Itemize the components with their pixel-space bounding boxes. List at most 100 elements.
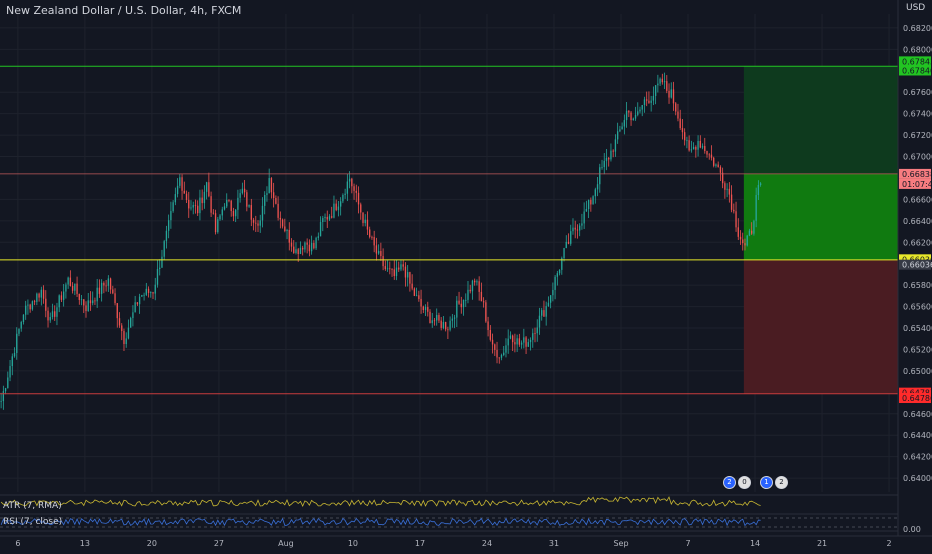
- x-tick-label: 20: [147, 539, 157, 548]
- candle: [619, 129, 621, 132]
- candle: [319, 222, 322, 237]
- atr-label[interactable]: ATR (7, RMA): [3, 501, 62, 511]
- candle: [210, 196, 212, 213]
- candle: [351, 178, 353, 187]
- candle: [554, 276, 556, 290]
- candle: [228, 199, 230, 201]
- candle: [65, 284, 67, 292]
- candle: [54, 311, 56, 317]
- candle: [80, 299, 83, 301]
- candle: [297, 249, 299, 255]
- candle: [661, 78, 664, 83]
- rsi-label[interactable]: RSI (7, close): [3, 517, 63, 527]
- candle: [650, 100, 652, 103]
- countdown-tag: [899, 178, 931, 189]
- candle: [634, 114, 637, 119]
- candle: [594, 189, 596, 197]
- candle: [735, 211, 737, 228]
- candle: [138, 296, 141, 305]
- candle: [523, 337, 525, 343]
- candle: [733, 209, 735, 212]
- candle: [87, 300, 89, 312]
- candle: [737, 227, 739, 237]
- candle: [382, 256, 384, 267]
- candle: [724, 183, 726, 190]
- candle: [380, 251, 382, 257]
- candle: [261, 205, 264, 221]
- candle: [255, 222, 257, 224]
- candle: [759, 183, 762, 186]
- candle: [281, 219, 284, 227]
- candle: [302, 247, 304, 250]
- candle: [666, 81, 668, 91]
- candle: [686, 140, 688, 142]
- candle: [596, 184, 599, 190]
- candle: [214, 213, 217, 233]
- x-tick-label: 14: [750, 539, 760, 548]
- candle: [751, 230, 753, 234]
- candle: [547, 302, 550, 307]
- candle: [328, 216, 331, 220]
- candle: [552, 289, 554, 296]
- x-tick-label: 17: [415, 539, 425, 548]
- candle: [100, 282, 103, 294]
- target-alt-tag-label: 0.67840: [902, 66, 932, 75]
- x-tick-label: 13: [80, 539, 90, 548]
- candle: [353, 186, 355, 191]
- candle: [697, 140, 699, 150]
- candle: [503, 352, 505, 356]
- candle: [565, 241, 567, 249]
- atr-line: [0, 496, 761, 507]
- candle: [715, 164, 717, 166]
- candle: [56, 307, 58, 317]
- candle: [58, 295, 60, 308]
- candle: [45, 298, 47, 311]
- event-badge[interactable]: 1: [760, 476, 773, 489]
- candle: [630, 112, 632, 121]
- candle: [326, 216, 328, 220]
- candle: [407, 272, 409, 278]
- candle: [458, 300, 460, 304]
- candle: [692, 146, 695, 150]
- candle: [40, 289, 42, 298]
- candle: [333, 203, 335, 218]
- candle: [688, 140, 690, 151]
- candle: [739, 236, 742, 240]
- candle: [579, 225, 581, 231]
- candle: [357, 192, 360, 205]
- candle: [545, 306, 547, 317]
- event-badge[interactable]: 2: [723, 476, 736, 489]
- candle: [532, 333, 534, 340]
- candle: [462, 299, 465, 308]
- event-badge[interactable]: 0: [738, 476, 751, 489]
- candle: [107, 278, 110, 286]
- candle: [525, 337, 527, 347]
- candle: [20, 321, 22, 329]
- candle: [427, 307, 429, 312]
- candle: [757, 185, 760, 196]
- candle: [290, 242, 293, 247]
- chart-title: New Zealand Dollar / U.S. Dollar, 4h, FX…: [6, 4, 242, 17]
- candle: [471, 280, 474, 292]
- candle: [444, 321, 447, 330]
- candle: [92, 300, 94, 304]
- candle: [742, 239, 744, 244]
- candle: [657, 83, 659, 86]
- candle: [266, 193, 268, 195]
- candle: [252, 219, 255, 223]
- level-lines: [0, 65, 898, 395]
- candle: [373, 237, 375, 246]
- candle: [83, 299, 85, 306]
- candle: [621, 126, 623, 130]
- candle: [514, 342, 516, 345]
- candle: [480, 291, 483, 302]
- candle: [67, 277, 69, 285]
- candle: [103, 282, 105, 286]
- x-tick-label: 6: [15, 539, 20, 548]
- candle: [646, 99, 648, 101]
- event-badge[interactable]: 2: [775, 476, 788, 489]
- axis-bg: [898, 0, 932, 550]
